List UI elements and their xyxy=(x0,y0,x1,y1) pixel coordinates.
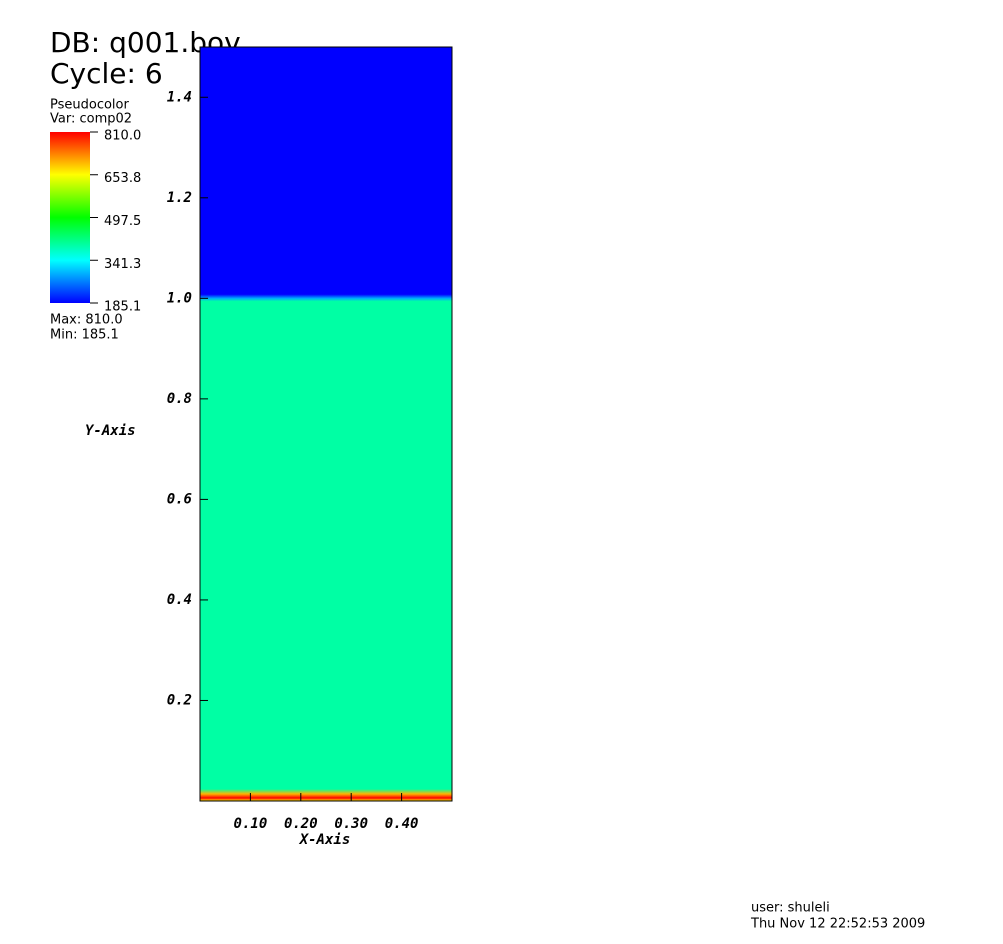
x-tick-label: 0.40 xyxy=(385,816,419,832)
variable: Var: comp02 xyxy=(50,112,132,127)
subtitle: Cycle: 6 xyxy=(50,57,163,90)
colorbar-tick-label: 341.3 xyxy=(104,257,141,272)
y-tick-label: 1.4 xyxy=(167,89,192,105)
colorbar-tick-label: 497.5 xyxy=(104,214,141,229)
y-tick-label: 1.0 xyxy=(167,290,192,306)
colorbar xyxy=(50,132,90,303)
date: Thu Nov 12 22:52:53 2009 xyxy=(750,917,925,932)
x-tick-label: 0.20 xyxy=(284,816,318,832)
y-tick-label: 0.4 xyxy=(167,592,192,608)
user: user: shuleli xyxy=(751,901,830,916)
y-tick-label: 0.8 xyxy=(167,391,192,407)
x-tick-label: 0.30 xyxy=(334,816,368,832)
colorbar-tick-label: 810.0 xyxy=(104,129,141,144)
x-tick-label: 0.10 xyxy=(234,816,268,832)
max-label: Max: 810.0 xyxy=(50,313,123,328)
min-label: Min: 185.1 xyxy=(50,328,119,343)
y-tick-label: 0.6 xyxy=(167,491,192,507)
y-tick-label: 1.2 xyxy=(167,190,192,206)
x-axis-label: X-Axis xyxy=(299,832,351,848)
legend-title: Pseudocolor xyxy=(50,98,129,113)
field xyxy=(199,46,453,802)
colorbar-tick-label: 653.8 xyxy=(104,171,141,186)
y-tick-label: 0.2 xyxy=(167,692,192,708)
y-axis-label: Y-Axis xyxy=(85,423,136,439)
colorbar-tick-label: 185.1 xyxy=(104,300,141,315)
